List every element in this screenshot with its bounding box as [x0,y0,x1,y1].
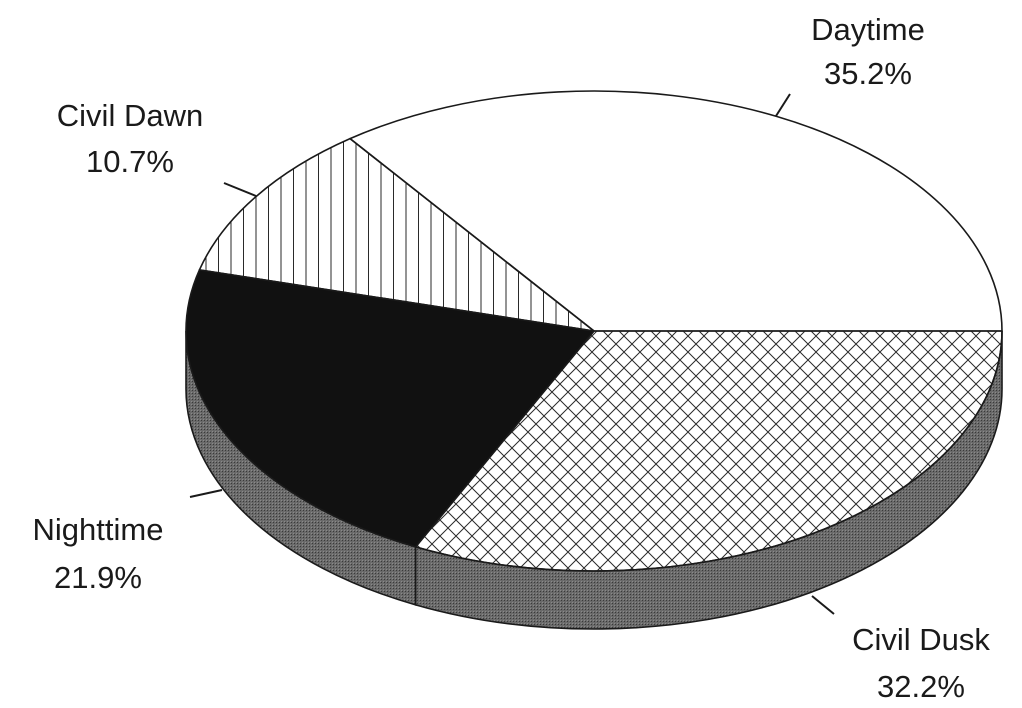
pie-slice-civil-dusk [414,330,1003,572]
leader-line-civil-dawn [223,182,257,197]
leader-line-daytime [775,93,791,117]
pie-slice-civil-dawn [198,137,595,332]
slice-label-nighttime: Nighttime [33,512,164,547]
pie-label-layer: Daytime 35.2% Civil Dusk 32.2% Nighttime 21.9… [33,12,991,704]
slice-label-civil-dawn: Civil Dawn [57,98,203,133]
leader-line-civil-dusk [811,595,835,615]
slice-value-daytime: 35.2% [824,56,912,91]
pie-slice-nighttime [185,269,595,548]
pie-slice-daytime [349,90,1003,332]
slice-value-civil-dusk: 32.2% [877,669,965,704]
slice-value-civil-dawn: 10.7% [86,144,174,179]
slice-value-nighttime: 21.9% [54,560,142,595]
leader-line-nighttime [189,489,223,498]
slice-label-civil-dusk: Civil Dusk [852,622,990,657]
slice-label-daytime: Daytime [811,12,925,47]
pie-top-layer [185,90,1003,572]
